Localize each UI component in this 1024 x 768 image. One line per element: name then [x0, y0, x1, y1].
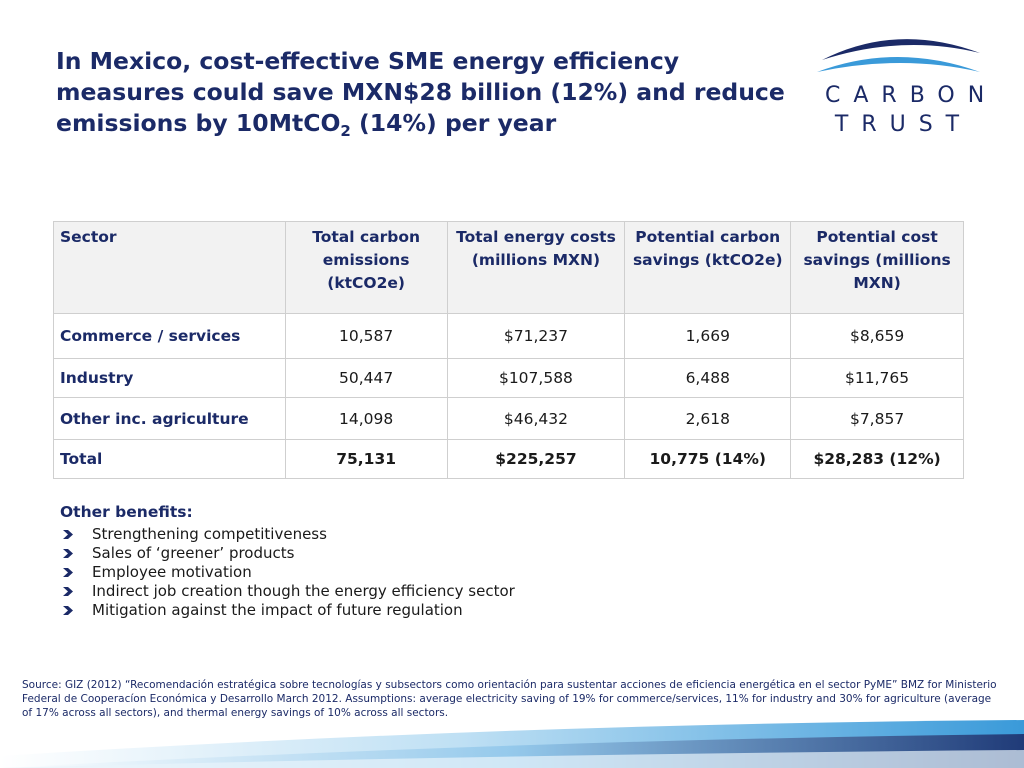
list-item: Strengthening competitiveness [60, 525, 760, 544]
table-row: Other inc. agriculture 14,098 $46,432 2,… [53, 397, 964, 440]
source-note: Source: GIZ (2012) “Recomendación estrat… [22, 679, 997, 719]
list-item-label: Sales of ‘greener’ products [92, 544, 295, 562]
cell-cost-savings: $11,765 [790, 358, 964, 398]
logo-word-carbon: CARBON [825, 83, 998, 108]
header-total-energy-costs: Total energy costs (millions MXN) [446, 221, 626, 314]
title-subscript: 2 [340, 122, 351, 140]
benefits-list: Strengthening competitiveness Sales of ‘… [60, 525, 760, 620]
table-row-total: Total 75,131 $225,257 10,775 (14%) $28,2… [53, 439, 964, 479]
chevron-right-icon [63, 587, 73, 596]
cell-sector: Commerce / services [53, 313, 286, 359]
cell-energy-costs: $225,257 [446, 439, 626, 479]
logo-word-trust: TRUST [834, 112, 973, 137]
cell-cost-savings: $28,283 (12%) [790, 439, 964, 479]
list-item-label: Mitigation against the impact of future … [92, 601, 463, 619]
other-benefits-section: Other benefits: Strengthening competitiv… [60, 503, 760, 620]
list-item-label: Indirect job creation though the energy … [92, 582, 515, 600]
list-item: Employee motivation [60, 563, 760, 582]
header-carbon-savings: Potential carbon savings (ktCO2e) [624, 221, 792, 314]
slide-title: In Mexico, cost-effective SME energy eff… [56, 46, 801, 139]
cell-energy-costs: $71,237 [446, 313, 626, 359]
cell-emissions: 75,131 [284, 439, 448, 479]
cell-emissions: 10,587 [284, 313, 448, 359]
title-suffix: (14%) per year [350, 109, 557, 137]
cell-energy-costs: $46,432 [446, 397, 626, 440]
cell-carbon-savings: 10,775 (14%) [624, 439, 792, 479]
list-item-label: Strengthening competitiveness [92, 525, 327, 543]
cell-carbon-savings: 2,618 [624, 397, 792, 440]
list-item: Indirect job creation though the energy … [60, 582, 760, 601]
cell-energy-costs: $107,588 [446, 358, 626, 398]
footer-swoosh-icon [0, 720, 1024, 768]
sector-savings-table: Sector Total carbon emissions (ktCO2e) T… [53, 221, 964, 479]
list-item: Sales of ‘greener’ products [60, 544, 760, 563]
title-main: In Mexico, cost-effective SME energy eff… [56, 47, 785, 137]
table-row: Industry 50,447 $107,588 6,488 $11,765 [53, 358, 964, 398]
logo-swoosh-icon [817, 39, 980, 72]
chevron-right-icon [63, 530, 73, 539]
cell-cost-savings: $7,857 [790, 397, 964, 440]
header-cost-savings: Potential cost savings (millions MXN) [790, 221, 964, 314]
cell-emissions: 14,098 [284, 397, 448, 440]
chevron-right-icon [63, 549, 73, 558]
cell-sector: Other inc. agriculture [53, 397, 286, 440]
list-item-label: Employee motivation [92, 563, 252, 581]
table-header-row: Sector Total carbon emissions (ktCO2e) T… [53, 221, 964, 314]
cell-cost-savings: $8,659 [790, 313, 964, 359]
table-row: Commerce / services 10,587 $71,237 1,669… [53, 313, 964, 359]
carbon-trust-logo: CARBON TRUST [812, 30, 998, 140]
chevron-right-icon [63, 606, 73, 615]
chevron-right-icon [63, 568, 73, 577]
benefits-title: Other benefits: [60, 503, 193, 521]
list-item: Mitigation against the impact of future … [60, 601, 760, 620]
header-sector: Sector [53, 221, 286, 314]
cell-sector: Industry [53, 358, 286, 398]
cell-sector: Total [53, 439, 286, 479]
cell-carbon-savings: 6,488 [624, 358, 792, 398]
header-total-emissions: Total carbon emissions (ktCO2e) [284, 221, 448, 314]
cell-carbon-savings: 1,669 [624, 313, 792, 359]
cell-emissions: 50,447 [284, 358, 448, 398]
